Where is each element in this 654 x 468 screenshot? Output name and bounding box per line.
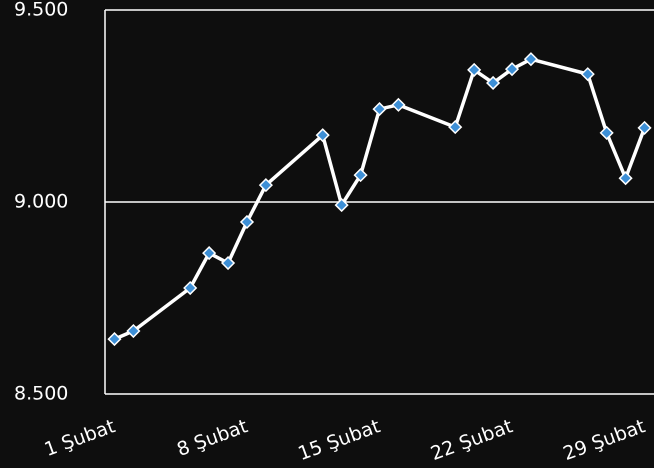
data-point <box>126 323 141 339</box>
y-tick-label: 9.000 <box>14 191 68 213</box>
data-point <box>372 102 387 117</box>
data-point <box>580 67 595 82</box>
data-point <box>599 125 614 140</box>
data-point <box>107 332 122 347</box>
data-point <box>467 62 482 77</box>
data-point <box>334 198 349 213</box>
data-point <box>391 97 406 112</box>
data-point <box>486 75 501 91</box>
data-point <box>618 171 633 186</box>
data-point <box>315 128 330 143</box>
y-tick-label: 9.500 <box>14 0 68 21</box>
data-point <box>239 214 255 230</box>
data-point <box>504 62 520 77</box>
data-point <box>637 120 652 135</box>
data-point <box>183 280 198 296</box>
data-point <box>202 246 217 261</box>
y-tick-label: 8.500 <box>14 383 68 405</box>
data-point <box>220 255 236 271</box>
data-point <box>258 178 273 193</box>
data-point <box>448 120 463 135</box>
data-point <box>523 52 539 67</box>
data-point <box>353 168 368 183</box>
